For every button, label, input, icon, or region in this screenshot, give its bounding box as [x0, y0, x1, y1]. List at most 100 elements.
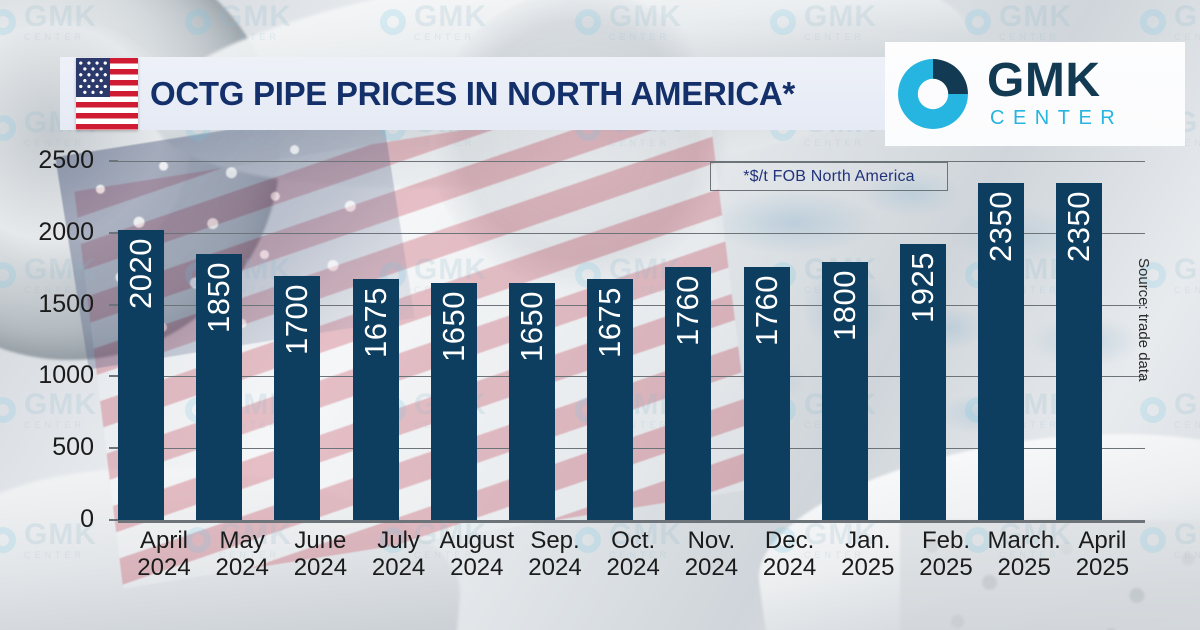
- gridline: [118, 232, 1145, 234]
- us-flag-canton: [76, 57, 110, 97]
- source-note: Source: trade data: [1135, 258, 1152, 382]
- gmk-logo[interactable]: GMK CENTER: [885, 42, 1185, 146]
- x-axis-tick-label: Sep. 2024: [500, 527, 610, 581]
- y-axis-tick-mark: [109, 519, 118, 521]
- watermark-ring-icon: [770, 527, 796, 553]
- bar[interactable]: 1850: [196, 254, 243, 520]
- watermark-ring-icon: [0, 115, 16, 141]
- x-axis-month: Sep.: [530, 527, 580, 554]
- bar-series: 2020 1850 1700 1675 1650 1650 1675 1760 1760 1800…: [118, 161, 1145, 520]
- bar-value-label: 1800: [826, 269, 862, 341]
- bar-column[interactable]: 1760: [665, 267, 712, 520]
- bar-column[interactable]: 1800: [821, 261, 868, 520]
- x-axis-year: 2025: [841, 554, 895, 581]
- x-axis-tick-label: April 2024: [109, 527, 219, 581]
- x-axis-year: 2024: [450, 554, 504, 581]
- watermark-ring-icon: [575, 9, 601, 35]
- bar-column[interactable]: 1760: [743, 267, 790, 520]
- watermark-ring-icon: [380, 527, 406, 553]
- bar-value-label: 1760: [748, 275, 784, 347]
- x-axis-month: April: [139, 527, 188, 554]
- watermark-ring-icon: [1140, 527, 1166, 553]
- y-axis-tick-label: 0: [80, 505, 94, 533]
- y-axis-tick-label: 2000: [38, 217, 94, 246]
- x-axis-year: 2024: [762, 554, 817, 581]
- bar-column[interactable]: 2020: [118, 229, 164, 520]
- bar-value-label: 1925: [905, 251, 940, 323]
- gmk-subtitle: CENTER: [990, 107, 1124, 130]
- bar-column[interactable]: 1925: [900, 243, 946, 520]
- bar-value-label: 2020: [123, 237, 158, 309]
- bar[interactable]: 1760: [665, 267, 712, 520]
- x-axis-year: 2024: [215, 554, 269, 581]
- x-axis-month: Nov.: [687, 527, 736, 554]
- bar-column[interactable]: 1675: [352, 279, 399, 520]
- bar[interactable]: 1650: [509, 283, 555, 520]
- bar[interactable]: 1650: [430, 283, 477, 520]
- bar-column[interactable]: 2350: [1056, 182, 1103, 520]
- bar-value-label: 1675: [592, 287, 628, 359]
- x-axis-tick-label: Nov. 2024: [656, 527, 766, 581]
- gridline: [118, 161, 1145, 162]
- x-axis-tick-label: July 2024: [344, 527, 454, 581]
- bar[interactable]: 1800: [821, 261, 868, 520]
- bar-value-label: 1675: [357, 287, 393, 359]
- watermark-ring-icon: [0, 262, 16, 288]
- x-axis-tick-label: April 2025: [1047, 527, 1157, 581]
- bar-column[interactable]: 1850: [196, 254, 243, 520]
- watermark-ring-icon: [185, 9, 211, 35]
- bar[interactable]: 1675: [352, 279, 399, 520]
- bar-column[interactable]: 1700: [274, 275, 321, 520]
- bar[interactable]: 1700: [274, 275, 321, 520]
- us-flag-icon: [76, 57, 138, 130]
- x-axis-month: August: [439, 527, 515, 554]
- watermark-ring-icon: [965, 527, 991, 553]
- bar[interactable]: 2350: [1056, 182, 1103, 520]
- y-axis-tick-mark: [109, 447, 118, 450]
- bar-value-label: 1850: [201, 262, 237, 334]
- bar-column[interactable]: 1650: [430, 283, 477, 520]
- pipe-ring-center: [430, 0, 730, 290]
- x-axis-year: 2024: [371, 554, 426, 581]
- x-axis-year: 2024: [684, 554, 739, 581]
- y-axis-tick-label: 2500: [38, 146, 94, 174]
- bar[interactable]: 2020: [118, 229, 164, 520]
- gridline: [118, 520, 1145, 523]
- watermark-ring-icon: [1140, 397, 1166, 423]
- legend-box: *$/t FOB North America: [710, 162, 948, 191]
- y-axis-tick-label: 1500: [38, 289, 94, 318]
- watermark-ring-icon: [185, 527, 211, 553]
- bar-value-label: 2350: [983, 190, 1019, 262]
- bar[interactable]: 1675: [587, 279, 634, 520]
- bar[interactable]: 1760: [743, 267, 790, 520]
- bar-value-label: 1760: [670, 275, 706, 347]
- chart-plot-area: 0 500 1000 1500 2000 2500 2020 1850 1700 1675 165…: [38, 146, 1145, 581]
- x-axis-year: 2024: [137, 554, 191, 581]
- x-axis-tick-label: August 2024: [422, 527, 532, 581]
- bar-value-label: 1700: [279, 283, 315, 355]
- x-axis-month: April: [1078, 527, 1127, 554]
- x-axis-year: 2024: [293, 554, 348, 581]
- bar-column[interactable]: 2350: [978, 182, 1025, 520]
- x-axis-month: Jan.: [845, 527, 891, 554]
- x-axis-year: 2024: [606, 554, 660, 581]
- bar-column[interactable]: 1675: [587, 279, 634, 520]
- bar[interactable]: 1925: [900, 243, 946, 520]
- x-axis-month: Feb.: [921, 527, 971, 554]
- gmk-donut-icon: [898, 59, 968, 129]
- bar[interactable]: 2350: [978, 182, 1025, 520]
- bar-column[interactable]: 1650: [509, 283, 555, 520]
